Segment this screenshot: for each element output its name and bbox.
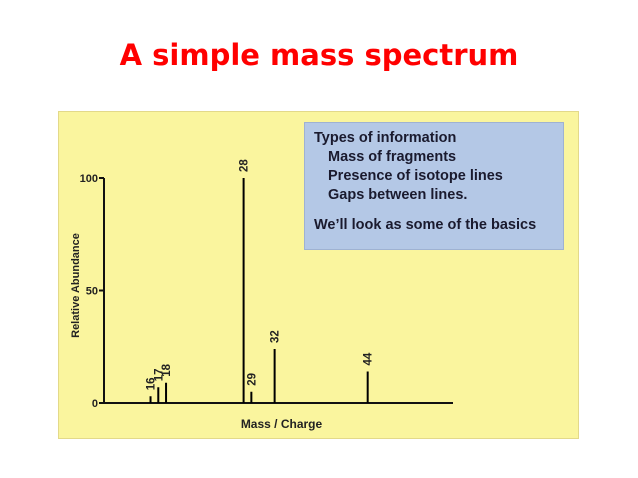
info-box: Types of information Mass of fragments P… xyxy=(304,122,564,250)
info-spacer xyxy=(314,205,563,216)
peak-label-16: 16 xyxy=(146,377,158,390)
y-axis-label: Relative Abundance xyxy=(70,233,82,338)
info-item-fragments: Mass of fragments xyxy=(328,149,457,165)
info-item-gaps: Gaps between lines. xyxy=(328,187,468,203)
peak-label-32: 32 xyxy=(270,330,282,343)
peak-label-29: 29 xyxy=(246,373,258,386)
slide-title: A simple mass spectrum xyxy=(119,38,519,72)
y-tick-label: 0 xyxy=(92,398,98,410)
y-tick-label: 100 xyxy=(80,173,98,185)
info-heading: Types of information xyxy=(314,130,457,146)
peak-label-18: 18 xyxy=(161,363,173,376)
info-note: We’ll look as some of the basics xyxy=(314,217,537,233)
peak-label-28: 28 xyxy=(239,159,251,172)
info-item-isotopes: Presence of isotope lines xyxy=(328,168,503,184)
peak-label-17: 17 xyxy=(153,368,165,381)
y-tick-label: 50 xyxy=(86,286,98,298)
peak-label-44: 44 xyxy=(363,352,375,365)
chart-axes: 0 50 100 Mass / Charge Relative Abundance xyxy=(70,173,453,431)
chart-peaks xyxy=(149,178,369,403)
x-axis-label: Mass / Charge xyxy=(241,417,323,431)
